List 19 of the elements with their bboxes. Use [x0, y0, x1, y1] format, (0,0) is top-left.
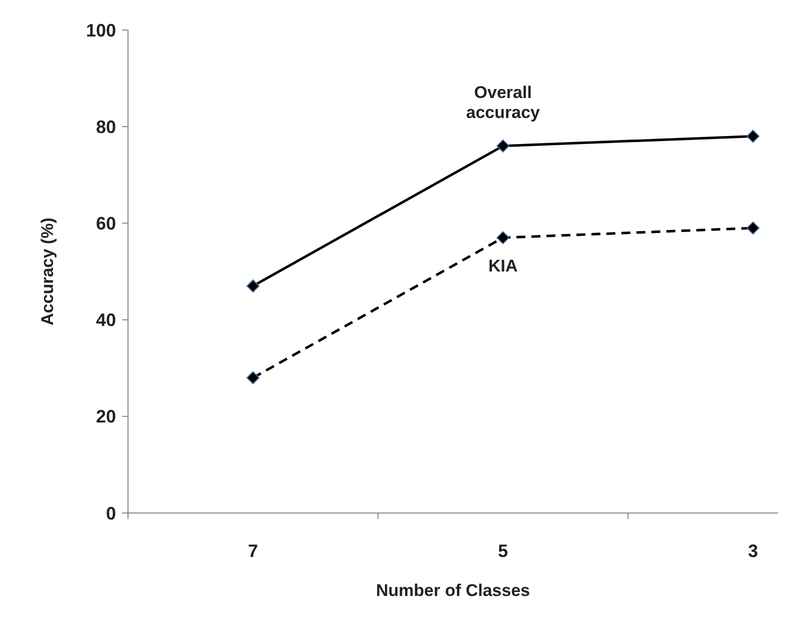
y-tick-label: 60 — [96, 214, 116, 234]
point — [746, 222, 760, 235]
y-axis-title: Accuracy (%) — [38, 218, 57, 326]
x-axis-title: Number of Classes — [376, 581, 530, 600]
point — [246, 279, 260, 292]
point — [496, 139, 510, 152]
y-tick-label: 20 — [96, 406, 116, 427]
point — [746, 130, 760, 143]
series-label: Overall accuracy — [466, 82, 540, 122]
y-tick-label: 0 — [106, 503, 116, 524]
point — [496, 231, 510, 244]
x-tick-label: 3 — [748, 541, 758, 561]
x-tick-label: 7 — [248, 541, 258, 561]
point — [246, 371, 260, 384]
y-tick-label: 100 — [86, 20, 116, 40]
x-tick-label: 5 — [498, 541, 508, 561]
series-label: KIA — [488, 256, 518, 276]
y-tick-label: 80 — [96, 116, 116, 137]
y-tick-label: 40 — [96, 310, 116, 330]
